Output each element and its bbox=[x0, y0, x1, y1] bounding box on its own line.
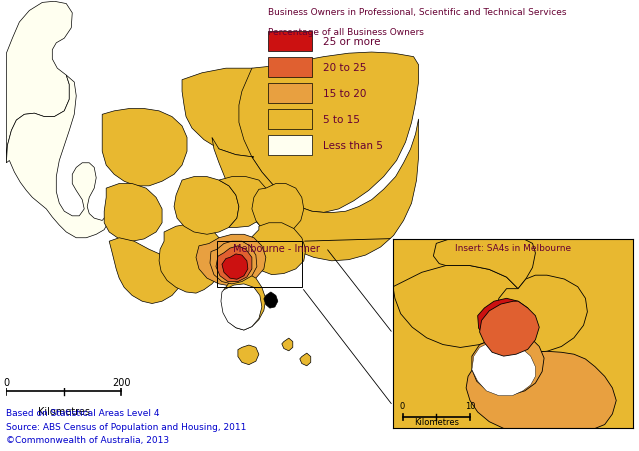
Polygon shape bbox=[219, 177, 269, 228]
Text: 5 to 15: 5 to 15 bbox=[323, 115, 360, 124]
Text: 10: 10 bbox=[465, 401, 475, 410]
Polygon shape bbox=[222, 254, 248, 280]
Polygon shape bbox=[174, 177, 239, 235]
Polygon shape bbox=[210, 242, 257, 284]
Bar bbox=[217, 242, 302, 288]
Polygon shape bbox=[182, 69, 324, 158]
Polygon shape bbox=[472, 333, 544, 395]
Polygon shape bbox=[248, 223, 306, 275]
Polygon shape bbox=[252, 184, 304, 232]
Polygon shape bbox=[6, 2, 72, 163]
Text: 25 or more: 25 or more bbox=[323, 37, 380, 47]
FancyBboxPatch shape bbox=[268, 84, 312, 104]
Text: 20 to 25: 20 to 25 bbox=[323, 63, 366, 73]
Text: 15 to 20: 15 to 20 bbox=[323, 89, 366, 99]
Polygon shape bbox=[264, 292, 278, 308]
Polygon shape bbox=[497, 276, 587, 353]
Text: Melbourne - Inner: Melbourne - Inner bbox=[233, 243, 320, 253]
Text: 0: 0 bbox=[400, 401, 405, 410]
Polygon shape bbox=[466, 338, 616, 428]
Text: 0: 0 bbox=[3, 377, 10, 387]
Polygon shape bbox=[196, 235, 266, 286]
Polygon shape bbox=[109, 238, 182, 304]
Polygon shape bbox=[478, 299, 532, 345]
Text: Business Owners in Professional, Scientific and Technical Services: Business Owners in Professional, Scienti… bbox=[268, 9, 567, 18]
Polygon shape bbox=[472, 343, 535, 396]
Polygon shape bbox=[222, 274, 266, 330]
Text: Source: ABS Census of Population and Housing, 2011: Source: ABS Census of Population and Hou… bbox=[6, 422, 247, 431]
Polygon shape bbox=[104, 184, 162, 242]
Text: 200: 200 bbox=[112, 377, 130, 387]
Polygon shape bbox=[282, 338, 293, 351]
Polygon shape bbox=[212, 120, 419, 261]
FancyBboxPatch shape bbox=[268, 110, 312, 129]
Text: Insert: SA4s in Melbourne: Insert: SA4s in Melbourne bbox=[455, 244, 571, 253]
Polygon shape bbox=[238, 345, 259, 365]
Polygon shape bbox=[393, 239, 633, 428]
Polygon shape bbox=[239, 53, 419, 213]
Polygon shape bbox=[300, 353, 311, 366]
Polygon shape bbox=[6, 76, 109, 238]
Polygon shape bbox=[393, 266, 523, 348]
Text: Kilometres: Kilometres bbox=[414, 418, 459, 427]
Text: Based on Statistical Areas Level 4: Based on Statistical Areas Level 4 bbox=[6, 408, 160, 417]
Polygon shape bbox=[433, 239, 535, 289]
Polygon shape bbox=[216, 246, 252, 282]
Polygon shape bbox=[102, 109, 187, 186]
Text: Kilometres: Kilometres bbox=[38, 406, 90, 416]
Polygon shape bbox=[159, 225, 226, 294]
FancyBboxPatch shape bbox=[268, 58, 312, 78]
Text: Percentage of all Business Owners: Percentage of all Business Owners bbox=[268, 28, 424, 37]
Text: Less than 5: Less than 5 bbox=[323, 140, 383, 150]
Polygon shape bbox=[221, 284, 262, 330]
Text: ©Commonwealth of Australia, 2013: ©Commonwealth of Australia, 2013 bbox=[6, 435, 169, 444]
FancyBboxPatch shape bbox=[268, 135, 312, 155]
Polygon shape bbox=[480, 302, 539, 356]
FancyBboxPatch shape bbox=[268, 32, 312, 52]
